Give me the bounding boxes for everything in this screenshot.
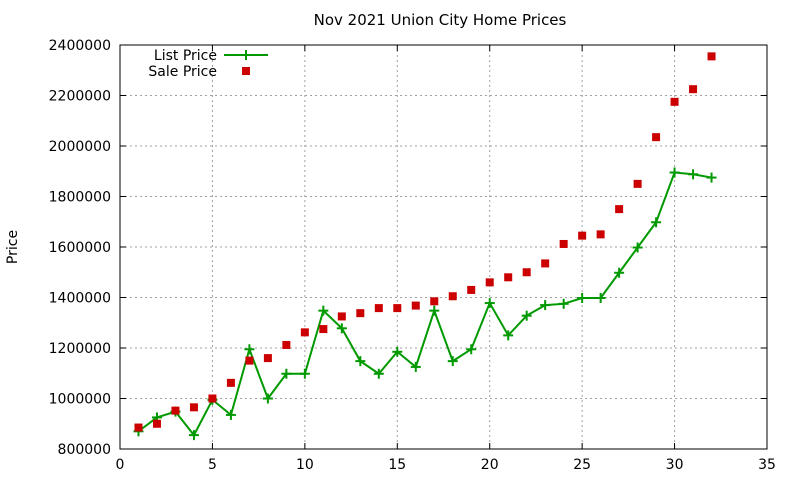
x-tick-label: 25	[573, 457, 591, 473]
data-point-list-price	[336, 323, 347, 334]
data-point-sale-price	[337, 312, 346, 321]
data-point-sale-price	[263, 354, 272, 363]
data-point-sale-price	[633, 179, 642, 188]
data-point-sale-price	[615, 205, 624, 214]
data-point-sale-price	[300, 328, 309, 337]
data-point-sale-price	[393, 304, 402, 313]
data-point-sale-price	[448, 292, 457, 301]
x-tick-label: 30	[666, 457, 684, 473]
y-tick-label: 1400000	[49, 291, 111, 307]
data-point-sale-price	[245, 356, 254, 365]
data-point-list-price	[262, 393, 273, 404]
y-tick-label: 1600000	[49, 240, 111, 256]
data-point-sale-price	[652, 133, 661, 142]
data-point-list-price	[669, 167, 680, 178]
data-point-sale-price	[541, 259, 550, 268]
data-point-list-price	[577, 293, 588, 304]
legend-marker-sale-price	[242, 67, 250, 75]
data-point-sale-price	[282, 340, 291, 349]
data-point-list-price	[373, 368, 384, 379]
data-point-sale-price	[467, 285, 476, 294]
data-point-list-price	[281, 368, 292, 379]
data-point-sale-price	[411, 301, 420, 310]
data-point-list-price	[188, 430, 199, 441]
series-list-price	[133, 167, 717, 441]
data-point-list-price	[558, 298, 569, 309]
chart-title: Nov 2021 Union City Home Prices	[314, 11, 567, 29]
series-layer	[133, 52, 717, 441]
y-tick-label: 1800000	[49, 190, 111, 206]
data-point-list-price	[688, 169, 699, 180]
x-tick-label: 20	[481, 457, 499, 473]
y-tick-label: 1000000	[49, 392, 111, 408]
data-point-sale-price	[134, 423, 143, 432]
data-point-list-price	[521, 310, 532, 321]
data-point-sale-price	[152, 419, 161, 428]
y-tick-label: 2000000	[49, 139, 111, 155]
data-point-sale-price	[596, 230, 605, 239]
data-point-list-price	[429, 305, 440, 316]
data-point-sale-price	[226, 378, 235, 387]
data-point-sale-price	[171, 406, 180, 415]
x-tick-label: 0	[116, 457, 125, 473]
data-point-list-price	[355, 356, 366, 367]
data-point-list-price	[318, 305, 329, 316]
data-point-list-price	[392, 346, 403, 357]
data-point-sale-price	[707, 52, 716, 61]
y-tick-label: 2400000	[49, 38, 111, 54]
data-point-list-price	[225, 409, 236, 420]
data-point-list-price	[540, 300, 551, 311]
plot-frame	[119, 44, 768, 450]
data-point-list-price	[503, 330, 514, 341]
x-tick-label: 35	[758, 457, 776, 473]
series-line-list-price	[137, 171, 712, 437]
data-point-sale-price	[485, 278, 494, 287]
data-point-sale-price	[670, 97, 679, 106]
data-point-list-price	[632, 242, 643, 253]
y-tick-label: 800000	[58, 442, 111, 458]
data-point-list-price	[244, 344, 255, 355]
data-point-list-price	[595, 293, 606, 304]
legend-label-list-price: List Price	[154, 48, 217, 64]
axes: 800000 1000000 1200000 1400000 1600000 180000…	[49, 38, 776, 473]
data-point-list-price	[466, 344, 477, 355]
data-point-list-price	[651, 217, 662, 228]
data-point-sale-price	[356, 309, 365, 318]
data-point-sale-price	[504, 273, 513, 282]
data-point-list-price	[614, 267, 625, 278]
legend-label-sale-price: Sale Price	[148, 64, 217, 80]
legend-marker-list-price	[241, 50, 251, 60]
data-point-list-price	[447, 356, 458, 367]
data-point-sale-price	[208, 394, 217, 403]
data-point-sale-price	[689, 85, 698, 94]
data-point-sale-price	[430, 297, 439, 306]
data-point-list-price	[410, 361, 421, 372]
data-point-sale-price	[374, 304, 383, 313]
series-sale-price	[134, 52, 716, 432]
data-point-list-price	[299, 368, 310, 379]
legend: List Price Sale Price	[148, 48, 268, 80]
grid	[120, 45, 767, 449]
data-point-sale-price	[189, 403, 198, 412]
x-tick-label: 10	[296, 457, 314, 473]
y-tick-label: 1200000	[49, 341, 111, 357]
x-tick-label: 15	[388, 457, 406, 473]
y-tick-label: 2200000	[49, 89, 111, 105]
data-point-sale-price	[522, 268, 531, 277]
data-point-sale-price	[319, 325, 328, 334]
data-point-sale-price	[559, 239, 568, 248]
y-axis-label: Price	[5, 230, 21, 264]
x-tick-label: 5	[208, 457, 217, 473]
data-point-list-price	[484, 298, 495, 309]
data-point-list-price	[706, 172, 717, 183]
data-point-sale-price	[578, 231, 587, 240]
